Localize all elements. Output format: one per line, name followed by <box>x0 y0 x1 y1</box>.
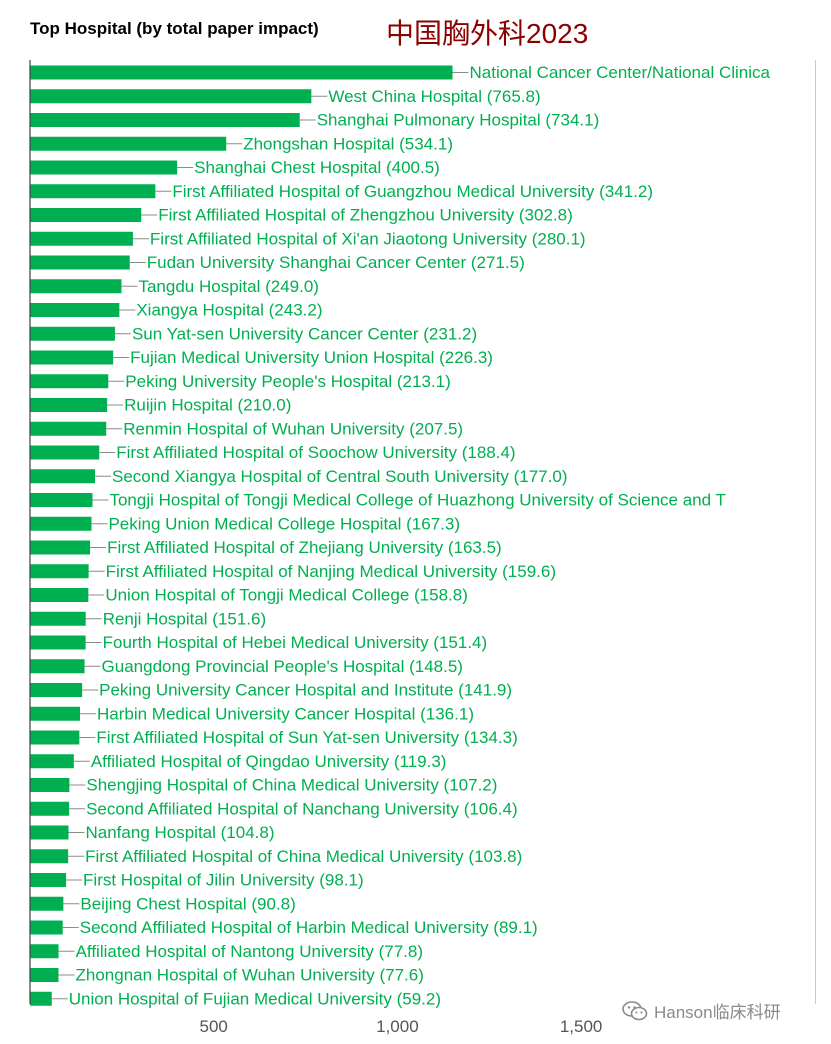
bar <box>30 65 453 80</box>
bar <box>30 968 59 982</box>
bar <box>30 231 133 246</box>
bar <box>30 588 89 602</box>
bar <box>30 944 59 959</box>
plot-right-border <box>815 60 816 1004</box>
bar-label: First Affiliated Hospital of Guangzhou M… <box>172 182 653 201</box>
bar-label: Shanghai Pulmonary Hospital (734.1) <box>317 111 600 130</box>
bar <box>30 326 115 341</box>
x-tick-label: 1,000 <box>376 1017 419 1036</box>
bar <box>30 873 67 887</box>
bar-label: West China Hospital (765.8) <box>328 87 540 106</box>
bar-label: First Affiliated Hospital of Zhejiang Un… <box>107 538 502 557</box>
bar-label: First Hospital of Jilin University (98.1… <box>83 871 364 890</box>
bar-label: Union Hospital of Tongji Medical College… <box>105 586 468 605</box>
bar <box>30 730 80 745</box>
bar <box>30 255 130 270</box>
bar-label: Zhongnan Hospital of Wuhan University (7… <box>76 966 424 985</box>
bar <box>30 920 63 935</box>
bar-label: Sun Yat-sen University Cancer Center (23… <box>132 324 477 343</box>
bar-label: Guangdong Provincial People's Hospital (… <box>102 657 463 676</box>
bar-label: First Affiliated Hospital of Xi'an Jiaot… <box>150 229 586 248</box>
bar <box>30 89 312 104</box>
bar <box>30 113 300 127</box>
bar <box>30 350 114 365</box>
bar-label: Xiangya Hospital (243.2) <box>136 301 322 320</box>
bar <box>30 991 52 1006</box>
bar-label: Affiliated Hospital of Nantong Universit… <box>76 942 423 961</box>
bar-label: First Affiliated Hospital of Zhengzhou U… <box>158 206 573 225</box>
bar <box>30 421 107 436</box>
bar-label: Shengjing Hospital of China Medical Univ… <box>86 776 497 795</box>
bar <box>30 635 86 650</box>
bar <box>30 540 91 555</box>
bar-label: Fourth Hospital of Hebei Medical Univers… <box>103 633 488 652</box>
x-tick-label: 500 <box>200 1017 228 1036</box>
bar <box>30 279 122 294</box>
bar <box>30 398 108 412</box>
x-tick-label: 1,500 <box>560 1017 603 1036</box>
bar-label: Renji Hospital (151.6) <box>103 609 266 628</box>
bar-label: Tongji Hospital of Tongji Medical Colleg… <box>109 491 725 510</box>
bar <box>30 849 69 864</box>
chart-title: Top Hospital (by total paper impact) <box>30 19 319 38</box>
bar-label: Renmin Hospital of Wuhan University (207… <box>123 419 463 438</box>
bar-label: Peking University Cancer Hospital and In… <box>99 681 512 700</box>
bar-label: Fujian Medical University Union Hospital… <box>130 348 493 367</box>
bar <box>30 469 96 484</box>
bar <box>30 208 142 222</box>
watermark: Hanson临床科研 <box>622 998 781 1023</box>
bar <box>30 659 85 674</box>
bar <box>30 445 100 460</box>
bar <box>30 184 156 199</box>
bar <box>30 611 86 626</box>
bar <box>30 160 178 175</box>
bar-label: Harbin Medical University Cancer Hospita… <box>97 704 474 723</box>
watermark-text: Hanson临床科研 <box>654 1003 781 1022</box>
chart-subtitle: 中国胸外科2023 <box>386 18 589 49</box>
bar <box>30 493 93 507</box>
bar <box>30 303 120 317</box>
bar-label: National Cancer Center/National Clinica <box>470 63 771 82</box>
bar-label: Second Affiliated Hospital of Harbin Med… <box>80 918 538 937</box>
bar <box>30 564 89 579</box>
bar <box>30 706 80 721</box>
bar-label: Tangdu Hospital (249.0) <box>138 277 319 296</box>
bar-label: Affiliated Hospital of Qingdao Universit… <box>91 752 447 771</box>
bar-label: Beijing Chest Hospital (90.8) <box>80 894 295 913</box>
bar-label: First Affiliated Hospital of Sun Yat-sen… <box>96 728 517 747</box>
bar <box>30 136 227 151</box>
bar-label: Union Hospital of Fujian Medical Univers… <box>69 989 441 1008</box>
bar <box>30 801 70 816</box>
bar <box>30 896 64 911</box>
bar-label: Second Xiangya Hospital of Central South… <box>112 467 567 486</box>
bar-label: Second Affiliated Hospital of Nanchang U… <box>86 799 518 818</box>
bar <box>30 516 92 531</box>
bar-label: Peking Union Medical College Hospital (1… <box>108 514 460 533</box>
bar-label: First Affiliated Hospital of Nanjing Med… <box>106 562 556 581</box>
bar <box>30 374 109 389</box>
bar-label: Peking University People's Hospital (213… <box>125 372 450 391</box>
bar-label: Nanfang Hospital (104.8) <box>86 823 275 842</box>
bar-label: First Affiliated Hospital of Soochow Uni… <box>116 443 515 462</box>
bar-label: Shanghai Chest Hospital (400.5) <box>194 158 440 177</box>
bar <box>30 754 74 769</box>
bar-label: Fudan University Shanghai Cancer Center … <box>147 253 525 272</box>
wechat-icon <box>622 1000 648 1020</box>
bar <box>30 683 83 697</box>
bar-label: Zhongshan Hospital (534.1) <box>243 134 453 153</box>
bar-label: Ruijin Hospital (210.0) <box>124 396 291 415</box>
bar-label: First Affiliated Hospital of China Medic… <box>85 847 522 866</box>
bar <box>30 825 69 840</box>
bar <box>30 778 70 792</box>
